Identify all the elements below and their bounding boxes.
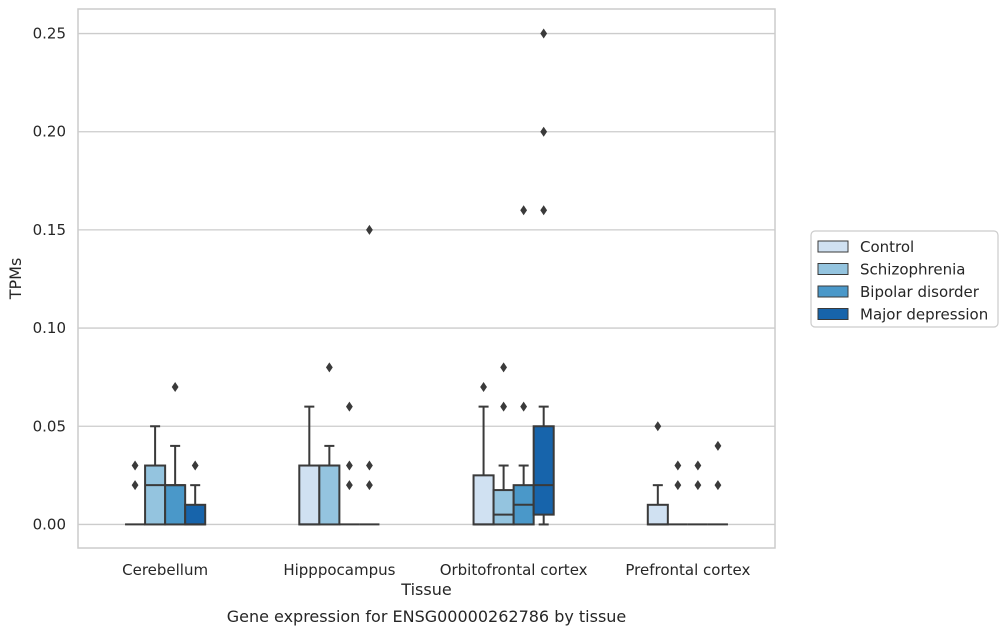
outlier-point — [674, 480, 682, 491]
legend: Control Schizophrenia Bipolar disorder Majo… — [810, 230, 999, 328]
x-tick-label: Orbitofrontal cortex — [440, 561, 588, 579]
box-bipolar-disorder-hipppocampus — [339, 401, 360, 526]
x-tick-label: Hipppocampus — [283, 561, 395, 579]
legend-frame — [810, 230, 999, 328]
outlier-point — [131, 480, 139, 491]
outlier-point — [500, 401, 508, 412]
y-tick-label: 0.05 — [33, 417, 66, 435]
box-schizophrenia-orbitofrontal-cortex — [492, 362, 515, 526]
outlier-point — [694, 480, 702, 491]
box-schizophrenia-cerebellum — [144, 425, 167, 526]
legend-swatch — [817, 240, 849, 253]
outlier-point — [540, 126, 548, 137]
box-major-depression-prefrontal-cortex — [707, 440, 728, 526]
box-plot-area — [125, 28, 728, 526]
legend-label: Schizophrenia — [860, 261, 965, 279]
outlier-point — [345, 460, 353, 471]
y-axis-label: TPMs — [6, 258, 25, 301]
box-control-hipppocampus — [298, 405, 321, 526]
legend-label: Bipolar disorder — [860, 283, 980, 301]
x-tick-label: Prefrontal cortex — [625, 561, 750, 579]
outlier-point — [480, 381, 487, 392]
outlier-point — [366, 460, 373, 471]
box-schizophrenia-prefrontal-cortex — [667, 460, 688, 526]
legend-swatch — [817, 308, 849, 320]
box-major-depression-hipppocampus — [359, 224, 380, 526]
outlier-point — [674, 460, 682, 471]
legend-item-major-depression: Major depression — [817, 306, 988, 324]
outlier-point — [345, 480, 353, 491]
outlier-point — [325, 362, 333, 373]
x-axis-ticks: Cerebellum Hipppocampus Orbitofrontal cort… — [122, 561, 750, 579]
grid-lines — [78, 32, 775, 526]
box-schizophrenia-hipppocampus — [318, 362, 341, 526]
box-iqr — [472, 474, 495, 526]
box-iqr — [164, 484, 187, 526]
outlier-point — [520, 401, 528, 412]
outlier-point — [171, 381, 179, 392]
outlier-point — [540, 28, 548, 39]
legend-label: Control — [860, 238, 914, 256]
box-major-depression-orbitofrontal-cortex — [532, 28, 555, 526]
box-iqr — [184, 503, 207, 526]
outlier-point — [654, 421, 662, 432]
legend-item-schizophrenia: Schizophrenia — [817, 261, 965, 279]
y-tick-label: 0.15 — [33, 221, 66, 239]
box-bipolar-disorder-orbitofrontal-cortex — [512, 205, 535, 526]
outlier-point — [540, 205, 548, 216]
outlier-point — [366, 480, 373, 491]
y-tick-label: 0.00 — [33, 515, 66, 533]
box-iqr — [318, 464, 341, 526]
outlier-point — [520, 205, 528, 216]
y-tick-label: 0.25 — [33, 25, 66, 43]
legend-label: Major depression — [860, 306, 988, 324]
outlier-point — [714, 440, 722, 451]
plot-frame — [77, 8, 776, 549]
x-tick-label: Cerebellum — [122, 561, 208, 579]
y-axis-ticks: 0.00 0.05 0.10 0.15 0.20 0.25 — [33, 25, 66, 534]
x-axis-label: Tissue — [400, 580, 451, 599]
box-major-depression-cerebellum — [184, 460, 207, 526]
box-control-cerebellum — [125, 460, 146, 526]
outlier-point — [345, 401, 353, 412]
legend-swatch — [817, 285, 849, 298]
box-iqr — [144, 464, 167, 526]
legend-item-bipolar-disorder: Bipolar disorder — [817, 283, 980, 301]
chart-caption: Gene expression for ENSG00000262786 by t… — [227, 607, 627, 626]
legend-item-control: Control — [817, 238, 914, 256]
outlier-point — [500, 362, 508, 373]
box-iqr — [532, 425, 555, 516]
outlier-point — [191, 460, 199, 471]
box-bipolar-disorder-prefrontal-cortex — [687, 460, 708, 526]
y-tick-label: 0.20 — [33, 123, 66, 141]
box-iqr — [646, 503, 669, 526]
box-bipolar-disorder-cerebellum — [164, 381, 187, 526]
box-iqr — [492, 489, 515, 526]
box-iqr — [298, 464, 321, 526]
outlier-point — [714, 480, 722, 491]
box-control-prefrontal-cortex — [646, 421, 669, 526]
outlier-point — [366, 224, 373, 235]
outlier-point — [131, 460, 139, 471]
box-control-orbitofrontal-cortex — [472, 381, 495, 526]
legend-swatch — [817, 263, 849, 275]
outlier-point — [694, 460, 702, 471]
y-tick-label: 0.10 — [33, 319, 66, 337]
